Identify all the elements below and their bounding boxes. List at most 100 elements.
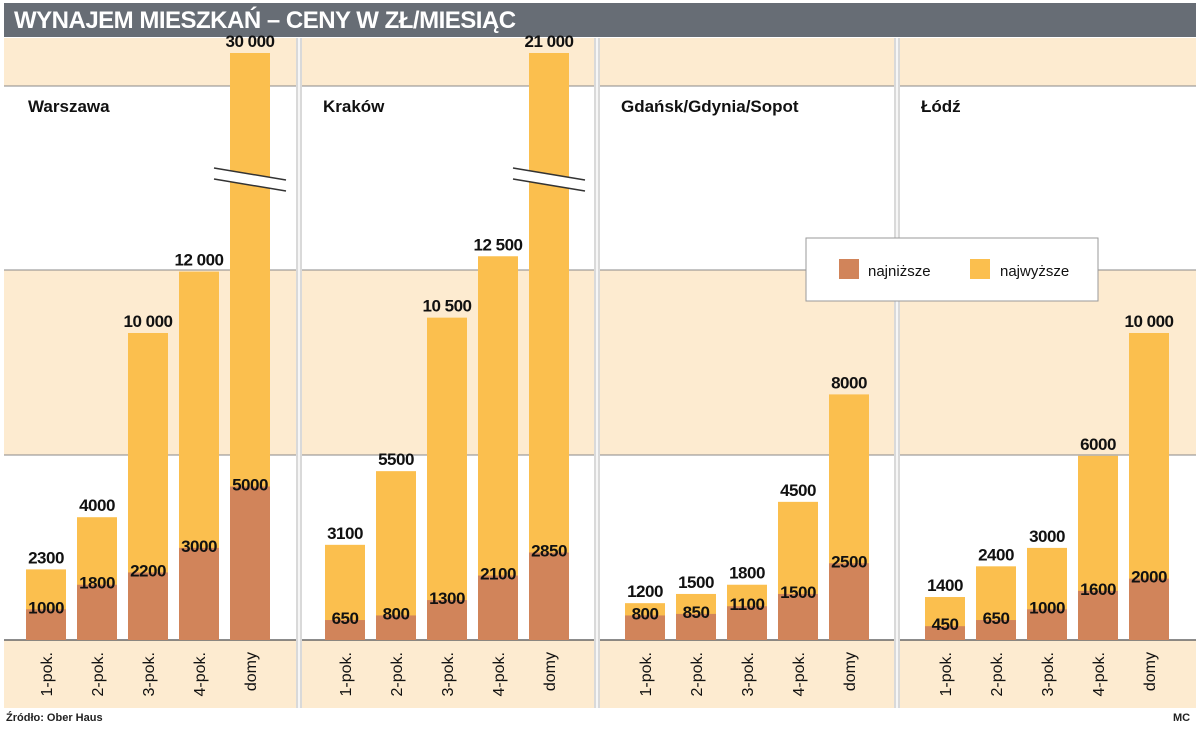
value-label-high: 4000 (79, 496, 115, 515)
value-label-low: 1100 (730, 595, 765, 614)
value-label-high: 4500 (780, 481, 816, 500)
value-label-low: 800 (632, 604, 659, 623)
category-label: 2-pok. (989, 652, 1006, 696)
category-label: 1-pok. (338, 652, 355, 696)
legend-swatch-high (970, 259, 990, 279)
value-label-high: 5500 (378, 450, 414, 469)
value-label-high: 3100 (327, 524, 363, 543)
bar-low (325, 620, 365, 640)
value-label-low: 1500 (780, 583, 816, 602)
value-label-low: 800 (383, 604, 410, 623)
bar-low (976, 620, 1016, 640)
category-label: domy (243, 652, 260, 691)
legend-label-low: najniższe (868, 263, 931, 280)
value-label-high: 2400 (978, 545, 1014, 564)
value-label-high: 3000 (1029, 527, 1065, 546)
value-label-high: 10 000 (1125, 312, 1174, 331)
category-label: 3-pok. (1040, 652, 1057, 696)
value-label-high: 1800 (729, 564, 765, 583)
value-label-high: 12 500 (474, 235, 523, 254)
value-label-high: 1400 (927, 576, 963, 595)
value-label-low: 450 (932, 615, 959, 634)
bar-low (829, 563, 869, 640)
chart-title: WYNAJEM MIESZKAŃ – CENY W ZŁ/MIESIĄC (14, 7, 516, 34)
bar-low (625, 615, 665, 640)
axis-break-line (213, 167, 287, 181)
panel-title-2: Kraków (323, 97, 385, 116)
bar-low (77, 584, 117, 640)
bar-low (676, 613, 716, 640)
category-label: 4-pok. (491, 652, 508, 696)
value-label-high: 10 500 (423, 297, 472, 316)
category-label: 3-pok. (740, 652, 757, 696)
axis-break-line (213, 178, 287, 192)
axis-break-gap (214, 168, 286, 191)
value-label-low: 2200 (130, 561, 166, 580)
value-label-high: 1200 (627, 582, 663, 601)
value-label-low: 1000 (28, 598, 64, 617)
bar-low (1027, 609, 1067, 640)
value-label-high: 30 000 (226, 32, 275, 51)
value-label-low: 650 (983, 609, 1010, 628)
panel-title-1: Warszawa (28, 97, 110, 116)
category-label: 2-pok. (389, 652, 406, 696)
value-label-low: 1600 (1080, 580, 1116, 599)
bar-high (529, 53, 569, 640)
value-label-high: 6000 (1080, 435, 1116, 454)
bar-low (376, 615, 416, 640)
value-label-low: 850 (683, 603, 710, 622)
category-label: 3-pok. (141, 652, 158, 696)
value-label-low: 2850 (531, 542, 567, 561)
category-label: 1-pok. (638, 652, 655, 696)
axis-break-gap (513, 168, 585, 191)
value-label-high: 2300 (28, 548, 64, 567)
category-label: domy (1142, 652, 1159, 691)
bar-high (376, 471, 416, 640)
value-label-low: 2000 (1131, 568, 1167, 587)
category-label: 2-pok. (90, 652, 107, 696)
value-label-high: 12 000 (175, 251, 224, 270)
value-label-low: 1300 (429, 589, 465, 608)
bar-low (26, 609, 66, 640)
bar-low (478, 575, 518, 640)
value-label-low: 2500 (831, 552, 867, 571)
bar-low (179, 547, 219, 640)
value-label-low: 3000 (181, 537, 217, 556)
value-label-high: 1500 (678, 573, 714, 592)
source-note: Źródło: Ober Haus (6, 712, 103, 724)
value-label-low: 2100 (480, 565, 516, 584)
value-label-high: 21 000 (525, 32, 574, 51)
value-label-high: 10 000 (124, 312, 173, 331)
category-label: 4-pok. (192, 652, 209, 696)
category-label: 4-pok. (791, 652, 808, 696)
value-label-low: 5000 (232, 476, 268, 495)
bar-high (427, 317, 467, 640)
value-label-low: 1800 (79, 574, 115, 593)
category-label: domy (842, 652, 859, 691)
bar-low (1078, 590, 1118, 640)
title-bar: WYNAJEM MIESZKAŃ – CENY W ZŁ/MIESIĄC (4, 3, 1196, 37)
value-label-high: 8000 (831, 373, 867, 392)
category-label: 1-pok. (39, 652, 56, 696)
legend-label-high: najwyższe (1000, 263, 1069, 280)
legend-swatch-low (839, 259, 859, 279)
category-label: 4-pok. (1091, 652, 1108, 696)
bar-low (128, 572, 168, 640)
category-label: 2-pok. (689, 652, 706, 696)
bar-low (925, 626, 965, 640)
bar-low (778, 593, 818, 640)
value-label-low: 1000 (1029, 598, 1065, 617)
axis-break-line (512, 167, 586, 181)
value-label-low: 650 (332, 609, 359, 628)
category-label: domy (542, 652, 559, 691)
category-label: 1-pok. (938, 652, 955, 696)
axis-break-line (512, 178, 586, 192)
bar-low (427, 600, 467, 640)
bar-low (1129, 578, 1169, 640)
panel-title-4: Łódź (921, 97, 961, 116)
bar-low (230, 486, 270, 640)
category-label: 3-pok. (440, 652, 457, 696)
panel-title-3: Gdańsk/Gdynia/Sopot (621, 97, 799, 116)
